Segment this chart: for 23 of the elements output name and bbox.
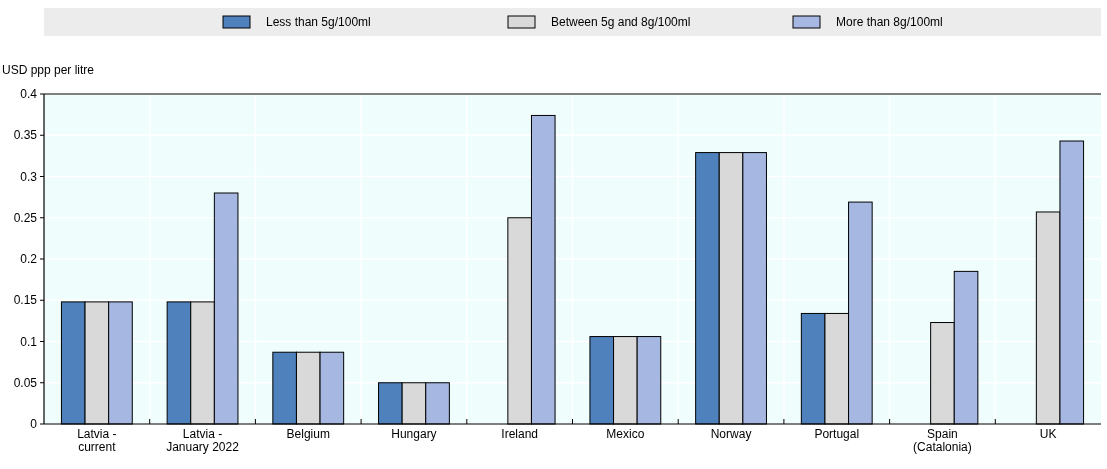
- y-tick-label: 0: [30, 417, 38, 432]
- legend-label: Between 5g and 8g/100ml: [551, 15, 691, 30]
- y-tick-label: 0.25: [13, 210, 38, 225]
- x-tick-label: Spain (Catalonia): [913, 427, 972, 454]
- y-tick-label: 0.2: [20, 252, 38, 267]
- y-tick-label: 0.3: [20, 169, 38, 184]
- y-tick-label: 0.05: [13, 375, 38, 390]
- y-tick-label: 0.35: [13, 128, 38, 143]
- x-tick-label: Portugal: [814, 427, 860, 441]
- x-tick-label: Ireland: [501, 427, 538, 441]
- legend-label: Less than 5g/100ml: [266, 15, 371, 30]
- x-tick-label: UK: [1039, 427, 1057, 441]
- x-tick-label: Latvia - current: [77, 427, 117, 454]
- y-axis-title: USD ppp per litre: [2, 63, 95, 77]
- x-tick-label: Hungary: [391, 427, 437, 441]
- x-tick-label: Mexico: [606, 427, 645, 441]
- x-tick-label: Belgium: [286, 427, 330, 441]
- x-tick-label: Latvia - January 2022: [166, 427, 240, 454]
- y-tick-label: 0.1: [20, 334, 38, 349]
- y-tick-label: 0.4: [20, 87, 38, 102]
- x-tick-label: Norway: [710, 427, 752, 441]
- y-tick-label: 0.15: [13, 293, 38, 308]
- legend-label: More than 8g/100ml: [836, 15, 943, 30]
